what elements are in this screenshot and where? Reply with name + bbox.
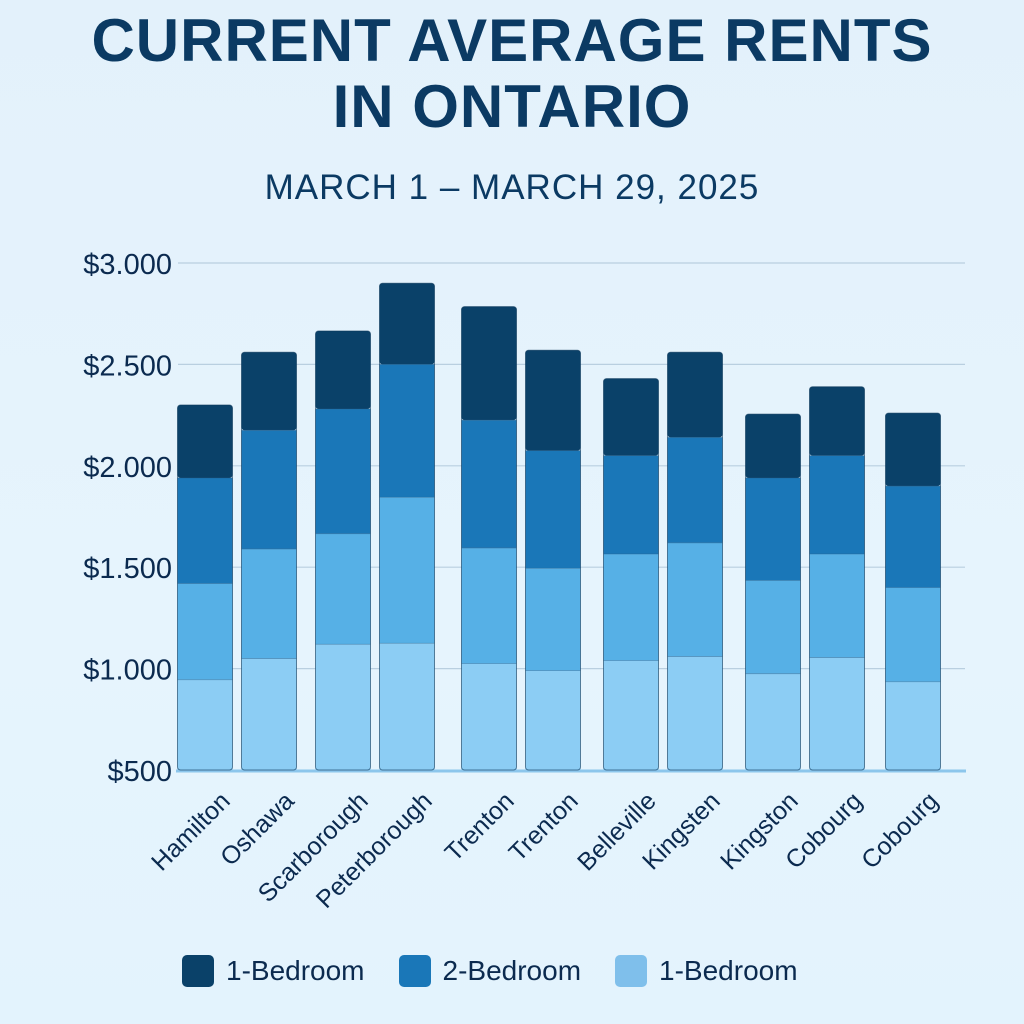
x-tick-label: Cobourg xyxy=(856,787,944,875)
bar-segment xyxy=(241,430,297,549)
bar-segment xyxy=(745,580,801,674)
bar-segment xyxy=(745,477,801,581)
legend-item: 1-Bedroom xyxy=(182,955,365,987)
legend-swatch xyxy=(615,955,648,987)
bar-segment xyxy=(667,437,723,543)
legend-label: 2-Bedroom xyxy=(442,955,582,986)
bar-outline xyxy=(667,351,723,771)
bar-outline xyxy=(315,330,371,771)
bar-segment xyxy=(809,455,865,555)
bar-segment xyxy=(379,643,435,770)
x-tick-label: Trenton xyxy=(440,787,520,867)
bar-segment xyxy=(461,420,517,548)
bar-outline xyxy=(241,351,297,771)
bar-outline xyxy=(177,404,233,771)
bar-segment xyxy=(667,656,723,770)
bar-segment xyxy=(809,657,865,770)
bar-segment xyxy=(885,681,941,770)
bar-segment xyxy=(525,350,581,451)
bar-segment xyxy=(315,644,371,770)
bar-segment xyxy=(809,386,865,456)
bar-outline xyxy=(379,282,435,771)
bar-segment xyxy=(315,330,371,410)
legend-item: 1-Bedroom xyxy=(615,955,798,987)
bar-outline xyxy=(885,412,941,771)
bar-segment xyxy=(885,486,941,588)
bar-segment xyxy=(241,352,297,431)
bar-segment xyxy=(603,455,659,555)
y-tick-label: $3.000 xyxy=(83,249,172,281)
y-tick-label: $1.000 xyxy=(83,655,172,687)
bar-segment xyxy=(177,679,233,770)
legend-label: 1-Bedroom xyxy=(226,955,365,986)
chart-subtitle: MARCH 1 – MARCH 29, 2025 xyxy=(264,168,760,207)
bar-segment xyxy=(461,547,517,664)
bar-segment xyxy=(177,583,233,680)
legend-swatch xyxy=(398,955,431,987)
bar-segment xyxy=(177,477,233,584)
bar-segment xyxy=(379,364,435,498)
bar-segment xyxy=(667,352,723,438)
legend-item: 2-Bedroom xyxy=(398,955,582,987)
bar-segment xyxy=(315,533,371,645)
bar-segment xyxy=(241,548,297,659)
legend-swatch xyxy=(182,955,214,987)
bar-segment xyxy=(241,658,297,770)
bar-outline xyxy=(525,349,581,771)
bar-outline xyxy=(745,413,801,771)
bar-segment xyxy=(525,670,581,770)
legend: 1-Bedroom 2-Bedroom 1-Bedroom xyxy=(182,955,798,987)
bar-outline xyxy=(809,386,865,771)
bar-segment xyxy=(809,554,865,658)
y-tick-label: $2.500 xyxy=(83,350,172,382)
bar-segment xyxy=(379,283,435,365)
bar-segment xyxy=(315,409,371,534)
bar-segment xyxy=(667,542,723,657)
y-tick-label: $500 xyxy=(107,756,172,788)
bar-segment xyxy=(885,413,941,487)
y-tick-label: $1.500 xyxy=(83,553,172,585)
bar-segment xyxy=(461,306,517,421)
bar-segment xyxy=(745,414,801,478)
bar-outline xyxy=(603,378,659,771)
bar-segment xyxy=(461,663,517,770)
x-tick-label: Hamilton xyxy=(146,787,236,877)
bar-segment xyxy=(525,450,581,569)
legend-label: 1-Bedroom xyxy=(659,955,798,986)
bar-segment xyxy=(379,497,435,644)
bar-segment xyxy=(603,554,659,661)
bar-segment xyxy=(177,404,233,478)
y-tick-label: $2.000 xyxy=(83,452,172,484)
bar-segment xyxy=(885,587,941,682)
bar-outline xyxy=(461,306,517,771)
bar-segment xyxy=(603,660,659,770)
bar-segment xyxy=(525,568,581,671)
bar-segment xyxy=(603,378,659,456)
x-tick-label: Trenton xyxy=(504,787,584,867)
chart-title: CURRENT AVERAGE RENTS IN ONTARIO xyxy=(91,7,933,140)
bar-segment xyxy=(745,673,801,770)
